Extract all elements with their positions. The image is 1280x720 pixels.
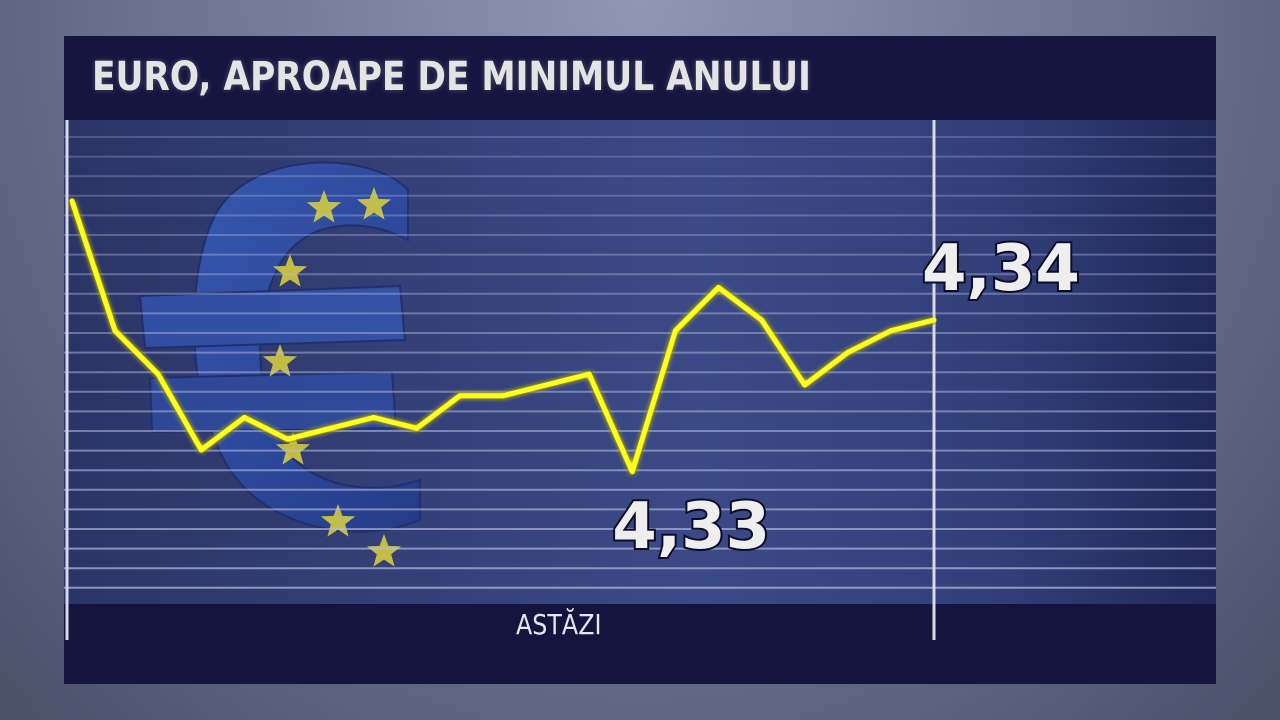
eu-star-icon: [306, 190, 342, 223]
eu-star-icon: [272, 254, 308, 287]
data-point: [802, 382, 808, 388]
data-point: [328, 425, 334, 431]
data-point: [198, 447, 204, 453]
euro-sign-arc: [193, 161, 421, 533]
axis-bar: [64, 604, 1216, 684]
data-point: [457, 393, 463, 399]
data-point: [716, 285, 721, 290]
eu-star-icon: [275, 432, 311, 465]
data-point: [888, 328, 894, 334]
x-axis-label: ASTĂZI: [516, 608, 602, 641]
data-point: [759, 317, 765, 323]
euro-emblem: [138, 161, 421, 533]
data-point: [629, 469, 635, 475]
data-point: [69, 198, 75, 204]
chart-title: EURO, APROAPE DE MINIMUL ANULUI: [92, 54, 811, 100]
data-point: [931, 317, 937, 323]
euro-sign-bar-bottom: [148, 370, 398, 434]
data-point: [285, 436, 290, 442]
eu-star-icon: [262, 344, 298, 377]
title-bar: EURO, APROAPE DE MINIMUL ANULUI: [64, 36, 1216, 120]
series-points: [69, 198, 937, 475]
data-point: [112, 328, 118, 334]
chart-panel: EURO, APROAPE DE MINIMUL ANULUI ASTĂZI: [64, 36, 1216, 684]
value-label-4-33: 4,33: [612, 490, 770, 564]
eu-star-icon: [320, 504, 356, 537]
eu-star-icon: [356, 187, 392, 220]
data-point: [414, 425, 420, 431]
data-point: [371, 415, 377, 420]
eu-star-icon: [366, 534, 402, 567]
data-point: [155, 371, 161, 377]
data-point: [586, 371, 592, 377]
data-point: [500, 393, 506, 399]
value-label-4-34: 4,34: [922, 232, 1080, 306]
data-point: [241, 415, 247, 420]
data-point: [845, 350, 851, 355]
grid-lines: [64, 136, 1216, 589]
euro-sign-bar-top: [138, 284, 407, 350]
data-point: [672, 328, 678, 334]
data-point: [543, 382, 549, 388]
